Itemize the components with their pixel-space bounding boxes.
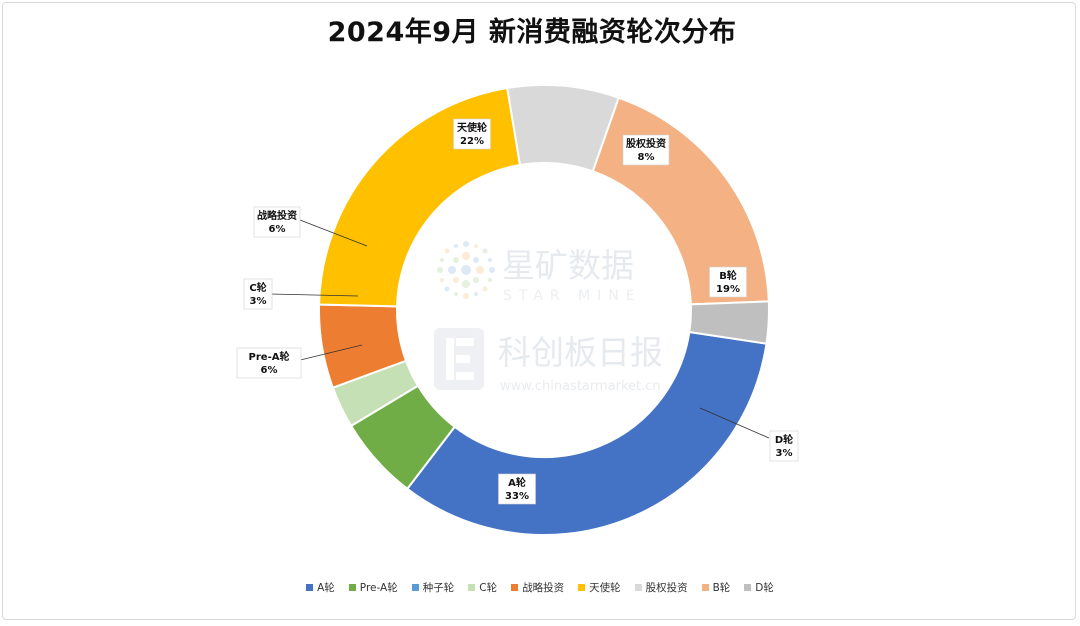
label-category-pre-a-round: Pre-A轮 — [249, 350, 290, 363]
label-category-b-round: B轮 — [719, 269, 737, 282]
label-category-slice: 战略投资 — [257, 209, 297, 222]
chart-slices — [318, 84, 770, 536]
logo-dot — [488, 258, 492, 262]
label-slice: 战略投资 6% — [253, 206, 301, 238]
label-percent-a-round: 33% — [505, 491, 529, 502]
logo-dot — [440, 278, 444, 282]
logo-dot — [461, 265, 471, 275]
legend-item-slice: 战略投资 — [511, 580, 564, 595]
legend-item-c-round: C轮 — [468, 580, 497, 595]
label-category-c-round: C轮 — [249, 281, 266, 294]
watermark: 星矿数据 STAR MINE 科创板日报 www.chinastarmarket… — [434, 241, 663, 394]
watermark-paper-cn: 科创板日报 — [498, 333, 663, 372]
label-percent--round: 22% — [460, 136, 484, 147]
chinastarmarket-logo-icon — [434, 328, 484, 390]
legend-label: 战略投资 — [522, 582, 565, 594]
logo-dot — [448, 266, 456, 274]
logo-dot — [482, 286, 488, 292]
legend-label: A轮 — [317, 582, 335, 594]
legend-label: B轮 — [712, 582, 731, 594]
label-slice: 股权投资 8% — [622, 134, 670, 166]
logo-dot — [453, 257, 459, 263]
label-category-d-round: D轮 — [775, 433, 793, 446]
slice-labels: A轮 33% Pre-A轮 6% C轮 3% 战略投资 6% 天使轮 22% 股权投资 8% B轮 19%… — [236, 118, 799, 505]
watermark-brand-cn: 星矿数据 — [502, 246, 634, 285]
logo-dot — [462, 252, 470, 260]
legend-item-d-round: D轮 — [744, 580, 774, 595]
legend-label: C轮 — [479, 582, 498, 594]
label-category-a-round: A轮 — [508, 476, 526, 489]
logo-dot — [437, 267, 443, 273]
logo-dot — [474, 292, 478, 296]
label-pre-a-round: Pre-A轮 6% — [236, 347, 302, 379]
legend-swatch — [511, 584, 519, 591]
label-category-slice: 股权投资 — [626, 137, 666, 150]
logo-dot — [444, 248, 450, 254]
leader-line-slice — [299, 219, 368, 247]
legend-label: 天使轮 — [589, 582, 621, 594]
logo-dot — [453, 277, 459, 283]
logo-dot — [454, 292, 458, 296]
chart-title: 2024年9月 新消费融资轮次分布 — [327, 17, 737, 48]
legend-item--round: 天使轮 — [578, 580, 621, 595]
legend-swatch — [306, 584, 314, 591]
logo-dot — [489, 267, 495, 273]
label-percent-slice: 6% — [269, 224, 286, 235]
logo-dot — [482, 248, 488, 254]
legend-label: 种子轮 — [422, 582, 455, 594]
label-b-round: B轮 19% — [709, 266, 747, 298]
watermark-brand-en: STAR MINE — [503, 288, 642, 304]
label-d-round: D轮 3% — [769, 430, 799, 462]
logo-dot — [444, 286, 450, 292]
label-percent-slice: 8% — [638, 152, 655, 163]
legend-label: 股权投资 — [645, 582, 688, 594]
legend-label: D轮 — [755, 582, 774, 594]
legend-swatch — [634, 584, 642, 591]
legend-swatch — [578, 584, 586, 591]
leader-line-d-round — [699, 407, 770, 439]
legend-item-slice: 股权投资 — [634, 580, 688, 595]
leader-line-c-round — [269, 293, 359, 297]
legend-swatch — [468, 584, 476, 591]
logo-dot — [462, 280, 470, 288]
label-percent-b-round: 19% — [716, 284, 740, 295]
legend-swatch — [701, 584, 709, 591]
logo-dot — [473, 277, 479, 283]
logo-dot — [463, 241, 469, 247]
legend-item-pre-a-round: Pre-A轮 — [348, 580, 398, 595]
logo-dot — [476, 266, 484, 274]
legend-item-a-round: A轮 — [306, 580, 335, 595]
label--round: 天使轮 22% — [453, 118, 491, 150]
label-category--round: 天使轮 — [457, 121, 487, 134]
label-c-round: C轮 3% — [243, 278, 273, 310]
legend-swatch — [411, 584, 419, 591]
label-leader-lines — [269, 219, 770, 439]
logo-dot — [454, 244, 458, 248]
chart-legend: A轮 Pre-A轮 种子轮 C轮 战略投资 天使轮 股权投资 B轮 D轮 — [0, 580, 1080, 595]
label-a-round: A轮 33% — [498, 473, 536, 505]
star-mine-logo-icon — [437, 241, 495, 299]
legend-item-b-round: B轮 — [701, 580, 731, 595]
legend-swatch — [744, 584, 752, 591]
slice-d-round — [688, 300, 770, 345]
logo-dot — [488, 278, 492, 282]
logo-dot — [473, 257, 479, 263]
logo-dot — [440, 258, 444, 262]
legend-label: Pre-A轮 — [359, 582, 398, 594]
legend-item--round: 种子轮 — [411, 580, 455, 595]
logo-dot — [463, 293, 469, 299]
watermark-url: www.chinastarmarket.cn — [500, 379, 661, 394]
label-percent-d-round: 3% — [776, 448, 793, 459]
legend-swatch — [348, 584, 356, 591]
slice-a-round — [405, 330, 768, 536]
label-percent-pre-a-round: 6% — [261, 365, 278, 376]
label-percent-c-round: 3% — [250, 296, 267, 307]
logo-dot — [474, 244, 478, 248]
leader-line-pre-a-round — [291, 344, 363, 363]
